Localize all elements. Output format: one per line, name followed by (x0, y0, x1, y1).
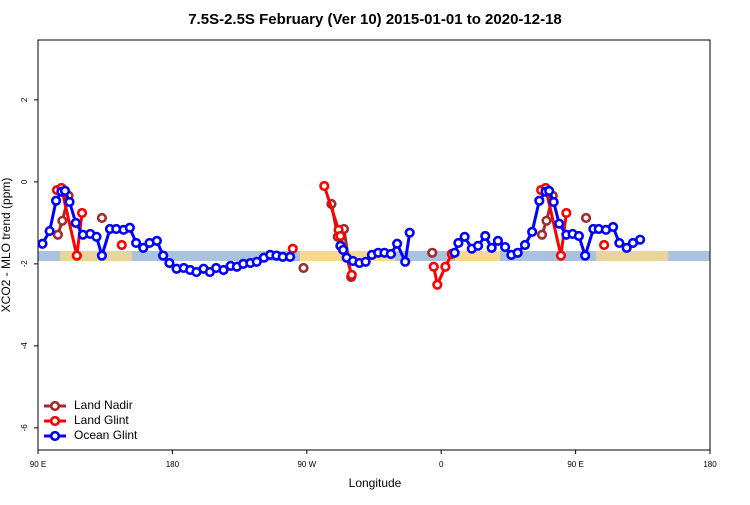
point (298, 262, 309, 274)
y-tick-label: 2 (20, 97, 29, 102)
land-strip (455, 251, 500, 261)
point (621, 242, 632, 253)
point (151, 235, 162, 246)
point (360, 256, 371, 267)
point (573, 230, 584, 242)
x-tick-label: 180 (166, 460, 180, 469)
point (37, 238, 48, 249)
point (337, 244, 349, 256)
point (287, 243, 298, 254)
y-axis-label: XCO2 - MLO trend (ppm) (0, 178, 13, 313)
point (138, 242, 149, 253)
series-line (57, 186, 604, 285)
point (335, 230, 346, 242)
x-tick-label: 90 E (567, 460, 583, 469)
point (346, 269, 357, 281)
point (580, 212, 592, 224)
point (124, 222, 135, 233)
point (319, 180, 330, 192)
legend-label: Land Glint (74, 413, 129, 427)
x-tick-label: 180 (703, 460, 717, 469)
y-tick-label: -6 (20, 424, 29, 432)
point (91, 231, 102, 242)
point (561, 207, 572, 219)
y-tick-label: -2 (20, 260, 29, 268)
point (400, 256, 411, 267)
point (541, 215, 552, 226)
y-tick-label: -4 (20, 342, 29, 350)
point (519, 239, 531, 251)
point (536, 229, 548, 240)
point (635, 234, 646, 245)
point (57, 215, 68, 226)
point (607, 221, 619, 233)
point (527, 226, 538, 237)
point (64, 196, 75, 208)
land-strip (596, 251, 668, 261)
legend-marker (49, 400, 61, 412)
x-tick-label: 90 E (30, 460, 46, 469)
point (158, 250, 169, 261)
point (548, 196, 559, 208)
point (614, 237, 625, 249)
legend-marker (49, 430, 61, 442)
point (554, 218, 565, 229)
x-tick-label: 0 (439, 460, 444, 469)
point (404, 227, 415, 238)
point (544, 185, 555, 196)
point (70, 217, 81, 228)
point (96, 250, 108, 261)
legend-label: Ocean Glint (74, 428, 138, 442)
point (486, 242, 497, 253)
point (428, 261, 439, 272)
point (492, 235, 504, 246)
x-axis-label: Longitude (349, 476, 402, 490)
point (480, 230, 491, 242)
point (284, 251, 296, 262)
point (555, 250, 567, 261)
point (44, 225, 55, 237)
point (459, 231, 470, 242)
point (59, 185, 71, 196)
point (71, 250, 82, 261)
point (131, 237, 142, 249)
point (453, 237, 464, 249)
chart-title: 7.5S-2.5S February (Ver 10) 2015-01-01 t… (188, 11, 562, 28)
legend-marker (49, 415, 61, 427)
land-strip (60, 251, 132, 261)
point (218, 264, 229, 276)
point (251, 256, 262, 267)
point (580, 250, 591, 261)
point (385, 248, 396, 260)
point (449, 247, 460, 258)
point (500, 241, 511, 253)
point (427, 247, 438, 258)
x-tick-label: 90 W (297, 460, 316, 469)
point (599, 239, 610, 251)
series-line (58, 196, 586, 277)
point (76, 207, 88, 219)
point (96, 212, 108, 224)
point (164, 257, 175, 269)
y-tick-label: 0 (20, 179, 29, 184)
legend-label: Land Nadir (74, 398, 133, 412)
point (512, 247, 523, 258)
point (472, 240, 484, 251)
point (432, 279, 443, 290)
point (52, 229, 63, 240)
point (116, 239, 127, 251)
point (440, 261, 451, 272)
point (392, 238, 403, 249)
point (534, 195, 545, 206)
point (50, 195, 62, 206)
